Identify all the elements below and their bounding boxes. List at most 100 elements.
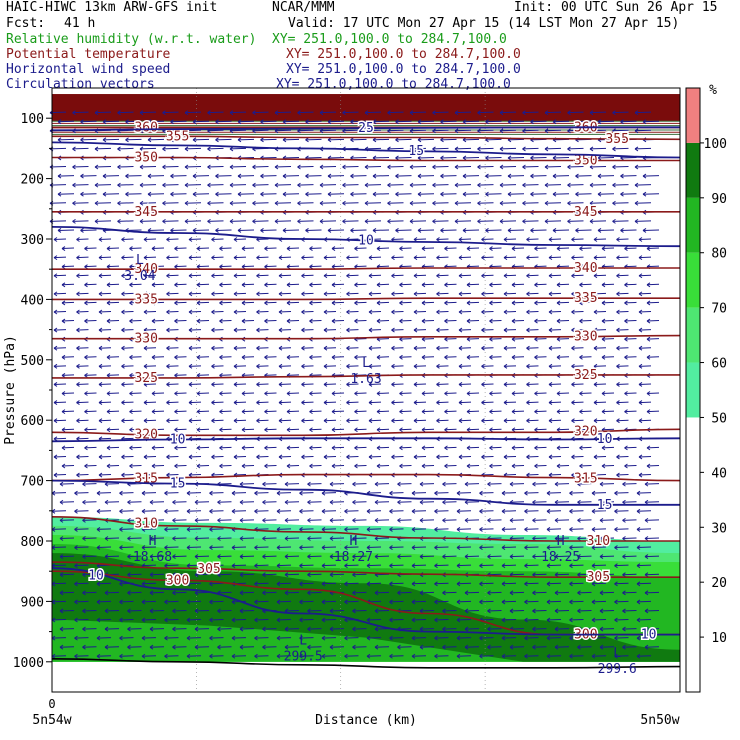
wind-vector	[554, 609, 570, 612]
wind-vector-head	[440, 228, 444, 233]
wind-vector-head	[209, 653, 213, 659]
wind-vector-head	[462, 119, 467, 125]
wind-vector-head	[601, 391, 606, 396]
wind-vector-head	[217, 517, 221, 523]
wind-vector-head	[76, 327, 80, 333]
theta-contour-330	[51, 334, 681, 340]
wind-vector	[321, 600, 337, 603]
wind-vector-head	[646, 463, 651, 469]
wind-vector-head	[254, 599, 258, 605]
wind-vector-head	[141, 599, 146, 605]
wind-vector-head	[374, 644, 379, 650]
wind-vector	[485, 138, 502, 141]
wind-vector-head	[612, 218, 616, 224]
wind-vector-head	[644, 590, 649, 596]
wind-vector	[256, 238, 269, 240]
wind-vector	[297, 184, 314, 186]
wind-vector	[591, 637, 607, 639]
wind-vector-head	[196, 246, 201, 251]
wind-vector-head	[364, 164, 369, 170]
wind-vector-head	[522, 146, 526, 152]
wind-vector	[569, 492, 584, 494]
wind-vector	[509, 573, 525, 576]
wind-vector-head	[464, 590, 469, 596]
wind-vector-head	[444, 463, 448, 469]
wind-vector-head	[121, 418, 125, 424]
wind-vector	[567, 111, 584, 114]
wind-vector	[601, 283, 615, 286]
wind-vector-head	[119, 527, 123, 532]
wind-vector-head	[352, 644, 356, 650]
wind-vector	[485, 229, 502, 231]
wind-vector	[219, 410, 232, 413]
wind-vector-head	[94, 182, 99, 188]
wind-vector-head	[548, 273, 553, 279]
wind-vector-head	[511, 409, 516, 415]
wind-vector	[264, 374, 277, 376]
wind-vector-head	[76, 472, 80, 478]
wind-vector-head	[569, 545, 573, 550]
wind-vector	[149, 646, 165, 648]
wind-vector-head	[241, 463, 246, 469]
wind-vector	[164, 619, 179, 621]
wind-vector-head	[166, 309, 170, 315]
wind-vector	[49, 166, 67, 168]
wind-vector-head	[211, 273, 215, 279]
wind-vector-head	[219, 264, 223, 270]
wind-vector-head	[121, 345, 125, 351]
wind-vector-head	[76, 382, 80, 387]
wind-vector-head	[84, 391, 88, 396]
wind-vector-head	[174, 354, 178, 360]
wind-vector	[96, 600, 112, 603]
wind-vector	[117, 202, 134, 204]
wind-vector-head	[530, 155, 534, 161]
wind-vector	[53, 437, 67, 440]
wind-vector	[299, 528, 314, 530]
wind-vector	[397, 555, 412, 558]
wind-vector	[616, 365, 629, 367]
wind-vector	[170, 120, 187, 123]
wind-vector	[636, 528, 652, 530]
wind-vector	[84, 265, 97, 268]
wind-vector-head	[188, 237, 193, 242]
wind-vector	[579, 410, 592, 413]
wind-vector	[346, 256, 359, 259]
wind-vector	[278, 455, 292, 458]
wind-vector	[196, 446, 210, 449]
wind-vector	[76, 238, 89, 240]
wind-contour-25	[51, 126, 680, 132]
wind-vector-head	[59, 572, 64, 578]
wind-vector	[151, 428, 165, 431]
wind-vector	[74, 528, 89, 530]
wind-vector-head	[84, 409, 88, 415]
wind-vector	[620, 193, 637, 195]
wind-vector-head	[256, 418, 260, 424]
wind-vector-head	[507, 119, 512, 125]
wind-vector-head	[352, 626, 356, 632]
wind-vector	[164, 492, 179, 494]
wind-vector	[636, 655, 652, 657]
wind-vector-head	[254, 508, 258, 514]
wind-vector-head	[188, 454, 193, 460]
wind-vector-head	[117, 146, 121, 152]
wind-vector	[364, 129, 382, 132]
wind-vector	[522, 129, 539, 132]
wind-vector-head	[102, 173, 107, 179]
wind-vector-head	[456, 545, 461, 550]
wind-vector-head	[174, 463, 178, 469]
wind-vector	[569, 564, 584, 567]
wind-vector	[342, 184, 359, 186]
wind-vector-head	[481, 363, 485, 369]
wind-vector-head	[413, 309, 418, 315]
colorbar-tick-label: 90	[711, 192, 727, 207]
wind-vector	[571, 455, 584, 458]
wind-vector	[397, 646, 412, 648]
wind-vector-head	[207, 110, 211, 116]
wind-vector-head	[149, 499, 154, 505]
wind-vector	[286, 410, 300, 413]
wind-vector	[166, 401, 179, 404]
wind-vector-head	[233, 273, 238, 279]
wind-vector	[646, 392, 660, 395]
wind-vector-head	[239, 499, 244, 505]
wind-vector-head	[577, 608, 581, 614]
